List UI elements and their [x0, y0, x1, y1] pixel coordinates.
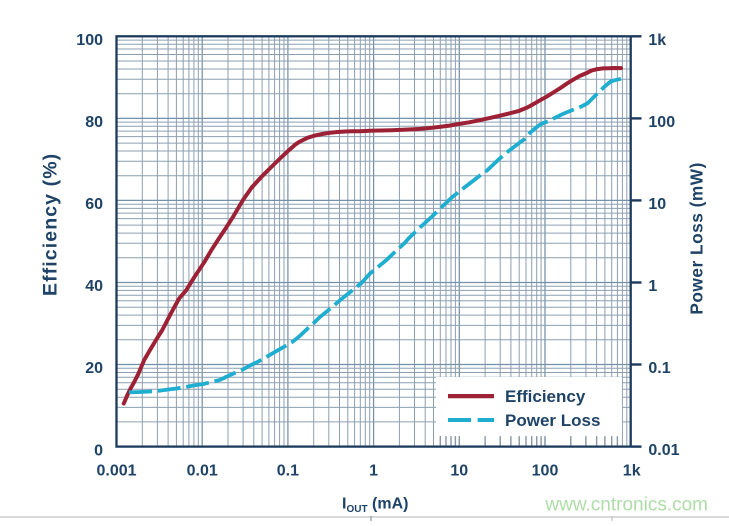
- svg-text:10: 10: [450, 463, 468, 480]
- svg-text:0.1: 0.1: [648, 360, 670, 377]
- svg-text:100: 100: [648, 114, 675, 131]
- svg-text:0.01: 0.01: [187, 463, 218, 480]
- svg-text:0: 0: [94, 442, 103, 459]
- svg-text:0.001: 0.001: [96, 463, 136, 480]
- svg-text:1: 1: [648, 278, 657, 295]
- svg-text:Power Loss: Power Loss: [505, 411, 600, 430]
- svg-text:20: 20: [85, 360, 103, 377]
- svg-text:60: 60: [85, 196, 103, 213]
- svg-text:40: 40: [85, 278, 103, 295]
- svg-text:0.01: 0.01: [648, 442, 679, 459]
- svg-text:100: 100: [532, 463, 559, 480]
- svg-text:Efficiency: Efficiency: [505, 387, 586, 406]
- svg-text:100: 100: [76, 32, 103, 49]
- svg-text:1: 1: [369, 463, 378, 480]
- svg-text:1k: 1k: [623, 463, 641, 480]
- svg-text:Efficiency (%): Efficiency (%): [40, 153, 62, 296]
- svg-text:Power Loss (mW): Power Loss (mW): [687, 162, 707, 314]
- svg-text:10: 10: [648, 196, 666, 213]
- svg-text:1k: 1k: [648, 32, 666, 49]
- svg-text:80: 80: [85, 114, 103, 131]
- svg-text:0.1: 0.1: [277, 463, 299, 480]
- svg-text:www.cntronics.com: www.cntronics.com: [544, 494, 708, 515]
